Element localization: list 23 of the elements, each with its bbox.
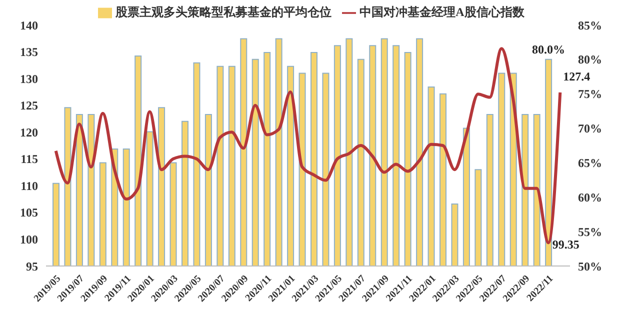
y-tick-label: 135 <box>20 45 38 60</box>
y-tick-label: 140 <box>20 18 38 32</box>
y2-tick-label: 50% <box>578 259 602 274</box>
legend-label: 股票主观多头策略型私募基金的平均仓位 <box>116 5 332 19</box>
y-tick-label: 125 <box>20 98 38 113</box>
y-tick-label: 115 <box>20 152 38 166</box>
y2-tick-label: 60% <box>578 190 602 204</box>
y-tick-label: 120 <box>20 125 38 140</box>
y-tick-label: 105 <box>20 206 38 220</box>
data-label: 127.4 <box>563 69 590 84</box>
y2-tick-label: 85% <box>578 18 602 32</box>
legend-label: 中国对冲基金经理A股信心指数 <box>360 5 524 19</box>
y2-tick-label: 80% <box>578 52 602 67</box>
y2-tick-label: 55% <box>578 224 602 239</box>
y2-tick-label: 75% <box>578 87 602 102</box>
y-tick-label: 110 <box>20 178 38 193</box>
y-tick-label: 100 <box>20 232 38 246</box>
y-tick-label: 130 <box>20 72 38 86</box>
data-label: 80.0% <box>532 42 566 56</box>
y2-tick-label: 70% <box>578 122 602 136</box>
y-tick-label: 95 <box>26 259 38 274</box>
data-label: 99.35 <box>552 238 580 252</box>
y2-tick-label: 65% <box>578 156 602 170</box>
